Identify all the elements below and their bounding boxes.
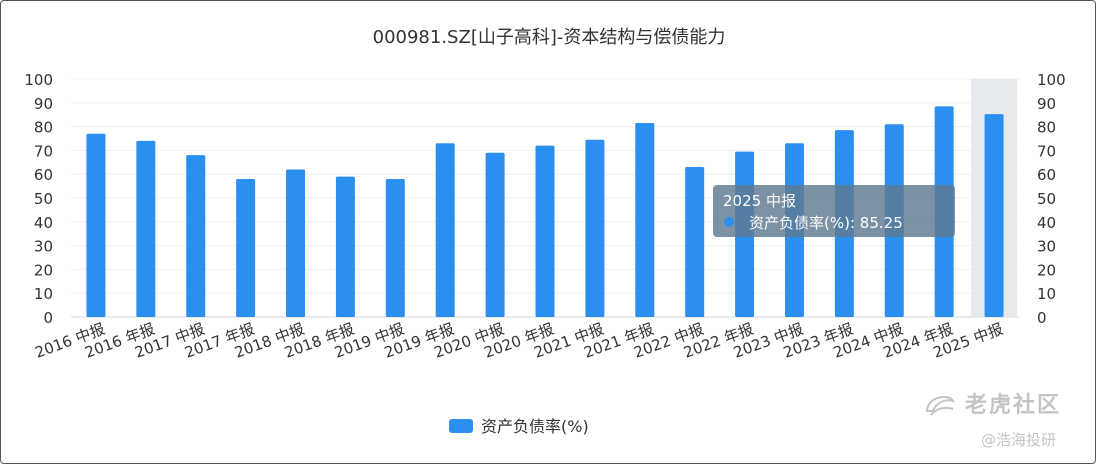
- tiger-logo-icon: [925, 395, 955, 416]
- y-tick-label-right: 30: [1037, 238, 1056, 256]
- y-tick-label-right: 10: [1037, 285, 1056, 303]
- watermark-logo: 老虎社区: [923, 387, 1083, 421]
- y-tick-label-right: 0: [1037, 309, 1047, 327]
- y-tick-label-left: 20: [34, 261, 53, 279]
- bar[interactable]: [635, 123, 655, 317]
- y-tick-label-left: 70: [34, 142, 53, 160]
- tooltip-title: 2025 中报: [723, 192, 796, 210]
- bar[interactable]: [86, 133, 106, 317]
- legend: 资产负债率(%): [449, 417, 589, 436]
- bar[interactable]: [335, 176, 355, 317]
- bar[interactable]: [435, 143, 455, 317]
- legend-label: 资产负债率(%): [481, 417, 589, 436]
- bar[interactable]: [685, 167, 705, 317]
- tooltip-box: [713, 185, 955, 237]
- y-tick-label-right: 70: [1037, 142, 1056, 160]
- tooltip-marker: [724, 217, 734, 227]
- bar[interactable]: [385, 178, 405, 317]
- y-tick-label-right: 80: [1037, 119, 1056, 137]
- watermark-author: @浩海投研: [981, 431, 1057, 449]
- y-tick-label-right: 50: [1037, 190, 1056, 208]
- y-tick-label-left: 10: [34, 285, 53, 303]
- y-tick-label-right: 40: [1037, 214, 1056, 232]
- bar[interactable]: [585, 139, 605, 317]
- y-tick-label-right: 90: [1037, 95, 1056, 113]
- y-axis-left: 0 10 20 30 40 50 60 70 80 90 100: [24, 71, 53, 327]
- chart-title: 000981.SZ[山子高科]-资本结构与偿债能力: [373, 27, 726, 48]
- bar[interactable]: [286, 169, 306, 317]
- y-tick-label-left: 40: [34, 214, 53, 232]
- bar[interactable]: [186, 155, 206, 317]
- legend-swatch: [449, 419, 473, 433]
- y-tick-label-left: 100: [24, 71, 53, 89]
- tooltip-separator: :: [850, 214, 860, 232]
- y-tick-label-right: 100: [1037, 71, 1066, 89]
- tooltip-series-name: 资产负债率(%): [749, 214, 850, 232]
- bar[interactable]: [136, 140, 156, 317]
- bar[interactable]: [485, 152, 505, 317]
- y-tick-label-right: 60: [1037, 166, 1056, 184]
- y-tick-label-right: 20: [1037, 261, 1056, 279]
- y-axis-right: 0 10 20 30 40 50 60 70 80 90 100: [1037, 71, 1066, 327]
- y-tick-label-left: 0: [43, 309, 53, 327]
- y-tick-label-left: 30: [34, 238, 53, 256]
- tooltip-line: 资产负债率(%): 85.25: [749, 214, 903, 232]
- tooltip: 2025 中报 资产负债率(%): 85.25: [713, 185, 955, 237]
- bar[interactable]: [984, 114, 1004, 317]
- tooltip-value: 85.25: [860, 214, 903, 232]
- watermark-logo-text: 老虎社区: [965, 393, 1062, 418]
- bar[interactable]: [535, 145, 555, 317]
- y-tick-label-left: 80: [34, 119, 53, 137]
- y-tick-label-left: 90: [34, 95, 53, 113]
- bar[interactable]: [236, 178, 256, 317]
- y-tick-label-left: 60: [34, 166, 53, 184]
- y-tick-label-left: 50: [34, 190, 53, 208]
